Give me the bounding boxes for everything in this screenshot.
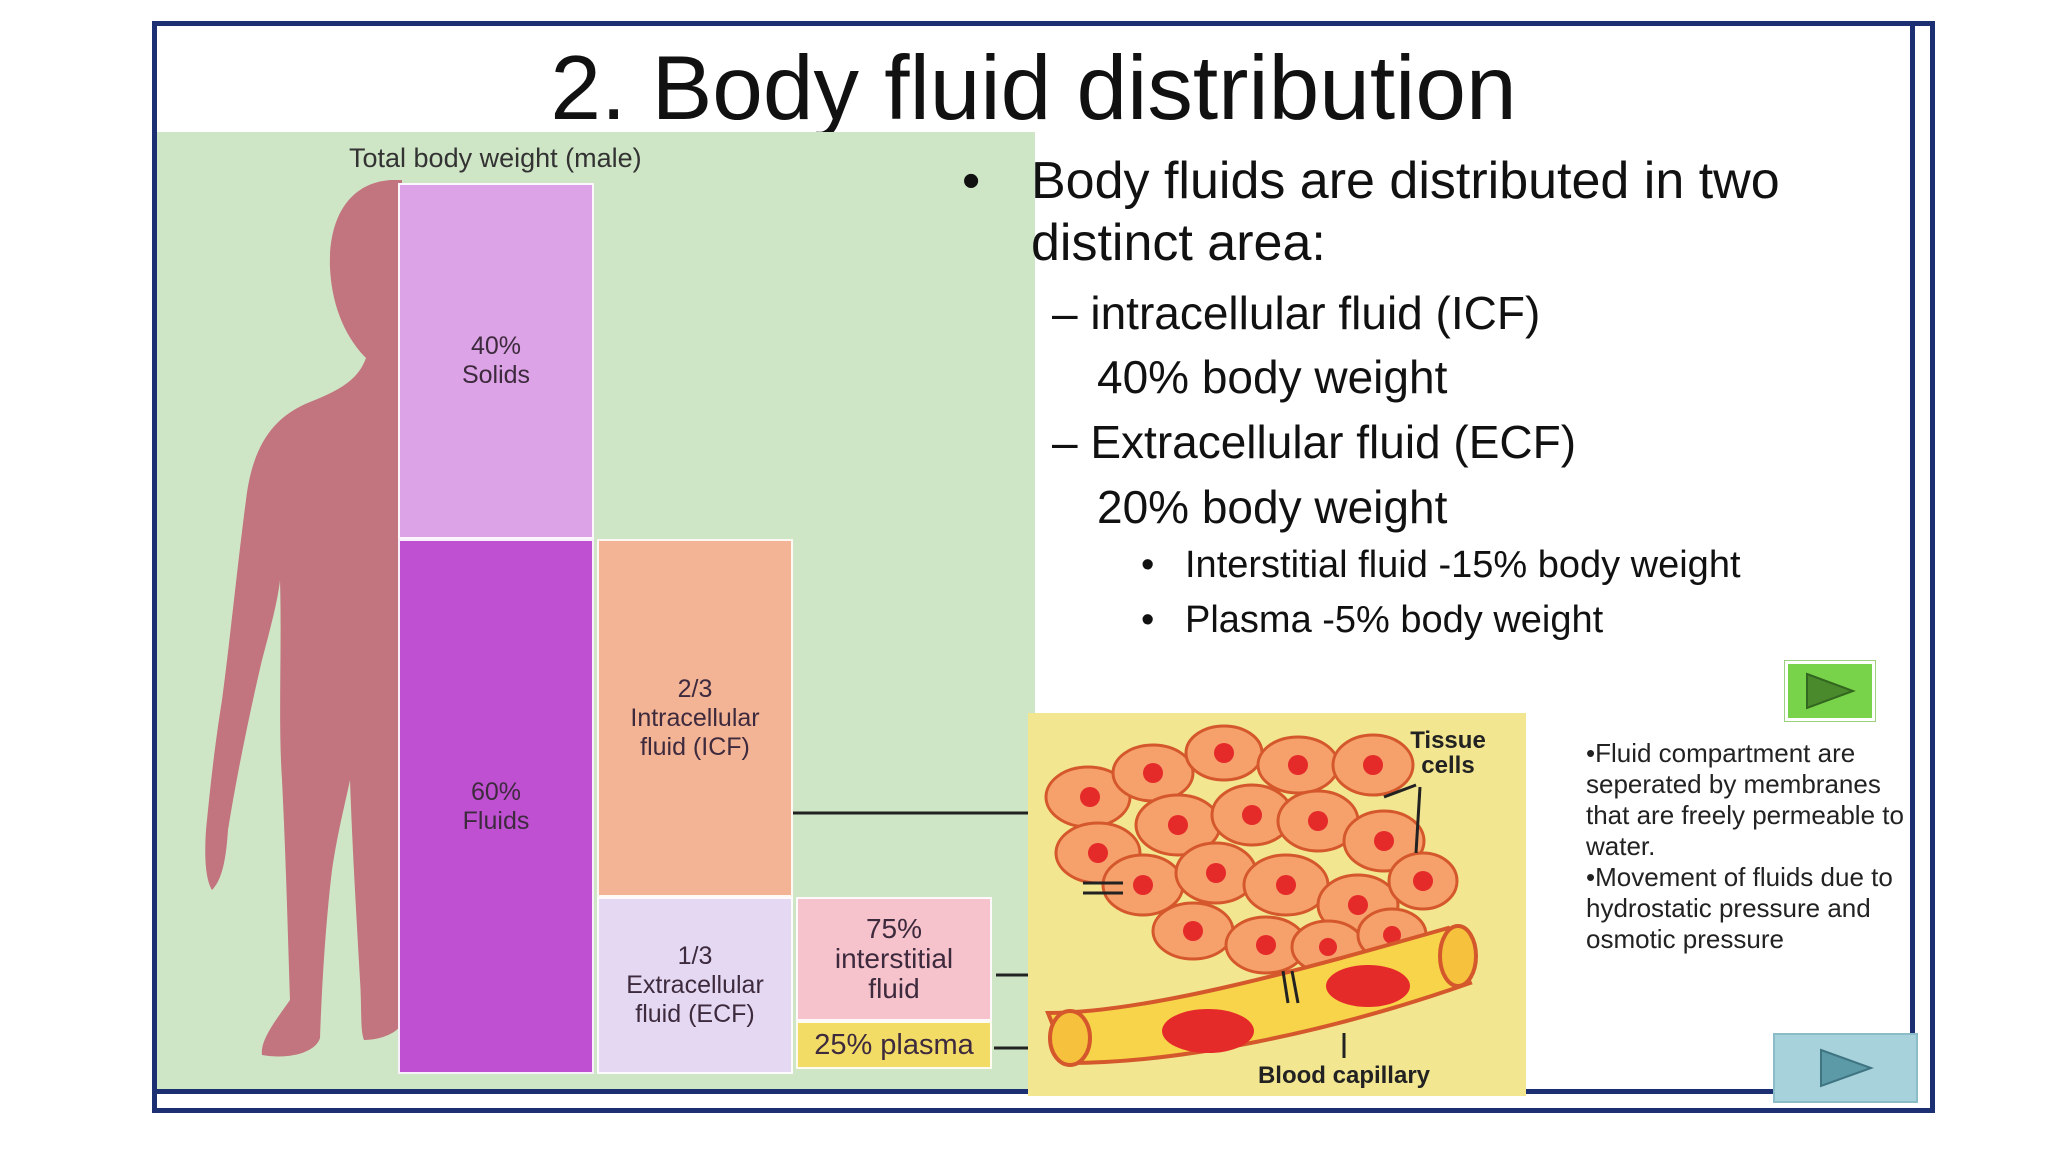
tissue-illustration: Tissue cells Blood capillary [1028,713,1526,1096]
tissue-illustration-frame: Tissue cells Blood capillary [1028,713,1526,1096]
tissue-cells-label-2: cells [1421,752,1474,779]
fluids-box: 60% Fluids [398,539,594,1074]
interstitial-bullet: Interstitial fluid -15% body weight [1185,544,1741,586]
tissue-cells-label: Tissue [1410,727,1486,754]
note-block: •Fluid compartment are seperated by memb… [1586,738,1916,955]
plasma-label: 25% plasma [814,1028,974,1061]
plasma-box: 25% plasma [796,1021,992,1069]
play-green-icon [1806,672,1856,710]
blue-play-button[interactable] [1773,1033,1918,1103]
total-body-weight-label: Total body weight (male) [349,143,642,173]
bullet-dot-interstitial: • [1141,544,1155,586]
fluids-label: 60% Fluids [462,777,530,835]
human-silhouette [205,180,402,1057]
ecf-value: 20% body weight [1097,481,1448,533]
solids-label: 40% Solids [461,332,531,389]
interstitial-box: 75% interstitial fluid [796,897,992,1021]
page-title: 2. Body fluid distribution [550,38,1517,139]
bullet-main: Body fluids are distributed in two disti… [1031,152,1780,272]
green-play-button[interactable] [1785,661,1875,721]
ecf-box: 1/3 Extracellular fluid (ECF) [597,897,793,1074]
bullet-list: • Body fluids are distributed in two dis… [960,150,1920,650]
ecf-heading: – Extracellular fluid (ECF) [1052,416,1577,468]
bullet-dot-plasma: • [1141,599,1155,641]
ecf-label: 1/3 Extracellular fluid (ECF) [626,942,764,1028]
play-blue-icon [1819,1048,1874,1088]
note-line-2: •Movement of fluids due to hydrostatic p… [1586,862,1893,954]
capillary-label: Blood capillary [1258,1062,1431,1089]
bullet-main-dot: • [962,152,981,210]
interstitial-label: 75% interstitial fluid [834,913,954,1004]
icf-label: 2/3 Intracellular fluid (ICF) [630,674,760,761]
note-line-1: •Fluid compartment are seperated by memb… [1586,738,1904,861]
icf-value: 40% body weight [1097,351,1448,403]
solids-box: 40% Solids [398,183,594,539]
icf-heading: – intracellular fluid (ICF) [1052,287,1541,339]
icf-box: 2/3 Intracellular fluid (ICF) [597,539,793,897]
plasma-bullet: Plasma -5% body weight [1185,599,1604,641]
